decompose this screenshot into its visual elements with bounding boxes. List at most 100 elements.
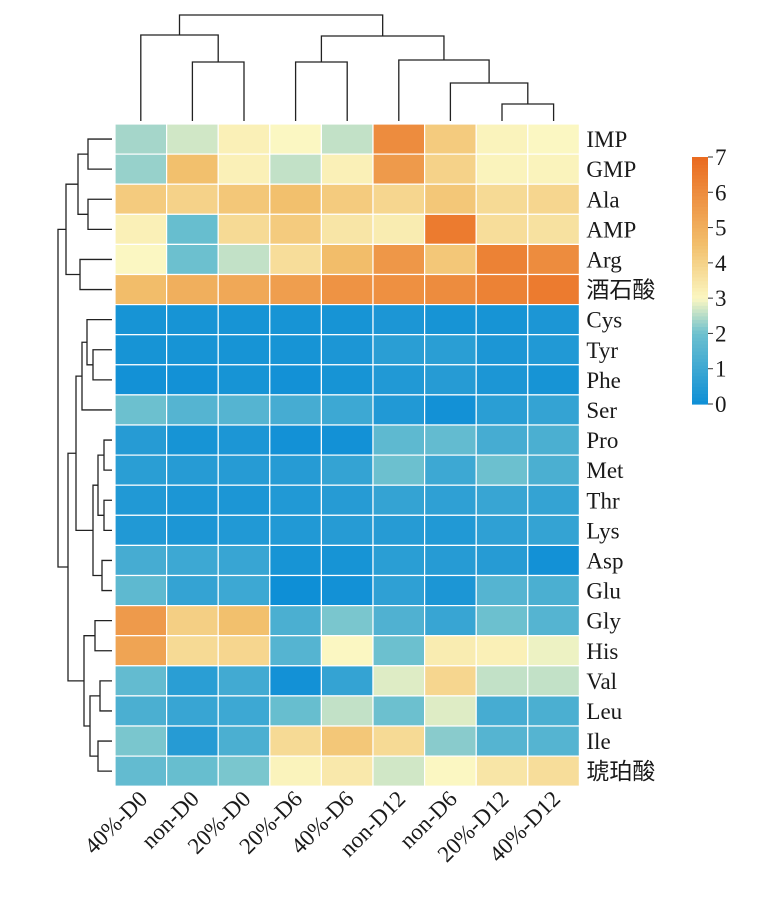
heatmap-cell xyxy=(217,243,271,276)
colorbar-segment xyxy=(692,167,708,172)
heatmap-cell xyxy=(527,755,580,787)
heatmap-cell xyxy=(269,394,322,426)
heatmap-cell xyxy=(166,364,219,396)
heatmap-cell xyxy=(475,394,529,426)
heatmap-cell xyxy=(320,574,374,607)
heatmap-cell xyxy=(475,454,529,486)
heatmap-cell xyxy=(269,123,322,155)
colorbar-segment xyxy=(692,333,708,338)
heatmap-cell xyxy=(217,153,271,185)
heatmap-cell xyxy=(527,484,580,516)
row-dendrogram-link xyxy=(99,680,112,712)
colorbar-segment xyxy=(692,336,708,342)
colorbar-segment xyxy=(692,301,708,306)
heatmap-cell xyxy=(217,123,271,155)
heatmap-cell xyxy=(320,695,374,727)
heatmap-cell xyxy=(372,364,426,396)
heatmap-cell xyxy=(114,665,168,697)
heatmap-cell xyxy=(424,243,477,276)
heatmap-cell xyxy=(424,484,477,516)
heatmap-cell xyxy=(372,183,426,215)
row-dendrogram-link xyxy=(97,740,112,772)
heatmap-cell xyxy=(166,273,219,306)
heatmap-cell xyxy=(424,695,477,727)
colorbar-segment xyxy=(692,379,708,384)
colorbar-segment xyxy=(692,322,708,327)
colorbar-segment xyxy=(692,386,708,391)
heatmap-cell xyxy=(372,243,426,276)
heatmap-cell xyxy=(166,574,219,607)
colorbar-segment xyxy=(692,340,708,345)
heatmap-cell xyxy=(114,273,168,306)
colorbar-segment xyxy=(692,347,708,352)
heatmap-cell xyxy=(166,514,219,546)
colorbar-segment xyxy=(692,259,708,264)
heatmap-cell xyxy=(166,394,219,426)
colorbar-segment xyxy=(692,368,708,373)
heatmap-cell xyxy=(269,213,322,246)
heatmap-cell xyxy=(527,183,580,215)
column-dendrogram-link xyxy=(398,59,490,121)
row-label: 酒石酸 xyxy=(586,278,655,303)
row-dendrogram-link xyxy=(103,499,112,531)
heatmap-cell xyxy=(424,604,477,637)
heatmap-cell xyxy=(475,635,529,667)
heatmap-cell xyxy=(114,153,168,185)
heatmap-cell xyxy=(217,544,271,577)
row-dendrogram-link xyxy=(92,349,112,381)
heatmap-cell xyxy=(114,364,168,396)
heatmap-cell xyxy=(320,243,374,276)
heatmap-cell xyxy=(269,454,322,486)
heatmap-cell xyxy=(372,334,426,366)
heatmap-cell xyxy=(475,755,529,787)
row-dendrogram-link xyxy=(77,153,88,215)
heatmap-cell xyxy=(320,665,374,697)
heatmap-cell xyxy=(166,725,219,757)
heatmap-cell xyxy=(527,394,580,426)
colorbar-segment xyxy=(692,185,708,190)
heatmap-cell xyxy=(166,213,219,246)
heatmap-cell xyxy=(527,514,580,546)
heatmap-cell xyxy=(320,304,374,336)
heatmap-cell xyxy=(424,424,477,456)
heatmap-cell xyxy=(217,273,271,306)
colorbar-segment xyxy=(692,157,708,162)
heatmap-cell xyxy=(372,454,426,486)
heatmap-cell xyxy=(269,725,322,757)
heatmap-cell xyxy=(320,394,374,426)
colorbar-segment xyxy=(692,220,708,225)
heatmap-cell xyxy=(320,604,374,637)
row-label: Cys xyxy=(586,308,622,333)
heatmap-cell xyxy=(217,514,271,546)
colorbar-segment xyxy=(692,326,708,331)
heatmap-cell xyxy=(217,304,271,336)
colorbar-segment xyxy=(692,206,708,211)
heatmap-cell xyxy=(424,574,477,607)
heatmap-cell xyxy=(475,514,529,546)
colorbar-segment xyxy=(692,227,708,232)
colorbar-tick-label: 5 xyxy=(715,216,727,241)
colorbar-tick-label: 6 xyxy=(715,180,727,205)
heatmap-cell xyxy=(372,574,426,607)
heatmap-cell xyxy=(372,514,426,546)
colorbar-segment xyxy=(692,400,708,405)
colorbar-segment xyxy=(692,266,708,271)
heatmap-cell xyxy=(269,273,322,306)
row-dendrogram-link xyxy=(87,198,112,231)
row-label: Met xyxy=(586,458,624,483)
heatmap-cell xyxy=(269,304,322,336)
heatmap-cell xyxy=(217,183,271,215)
heatmap-cell xyxy=(372,484,426,516)
heatmap-cell xyxy=(217,635,271,667)
column-dendrogram-link xyxy=(449,82,529,121)
heatmap-cell xyxy=(372,725,426,757)
colorbar-segment xyxy=(692,361,708,366)
colorbar-segment xyxy=(692,273,708,278)
heatmap-cell xyxy=(320,364,374,396)
heatmap-cell xyxy=(527,123,580,155)
heatmap-cell xyxy=(527,695,580,727)
heatmap-cell xyxy=(424,213,477,246)
row-dendrogram-link xyxy=(94,620,112,652)
row-dendrogram-link xyxy=(97,454,104,516)
heatmap-cell xyxy=(166,665,219,697)
